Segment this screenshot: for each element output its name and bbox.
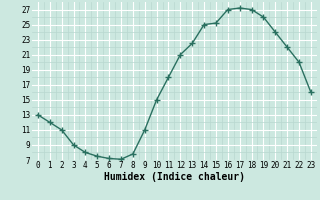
X-axis label: Humidex (Indice chaleur): Humidex (Indice chaleur): [104, 172, 245, 182]
